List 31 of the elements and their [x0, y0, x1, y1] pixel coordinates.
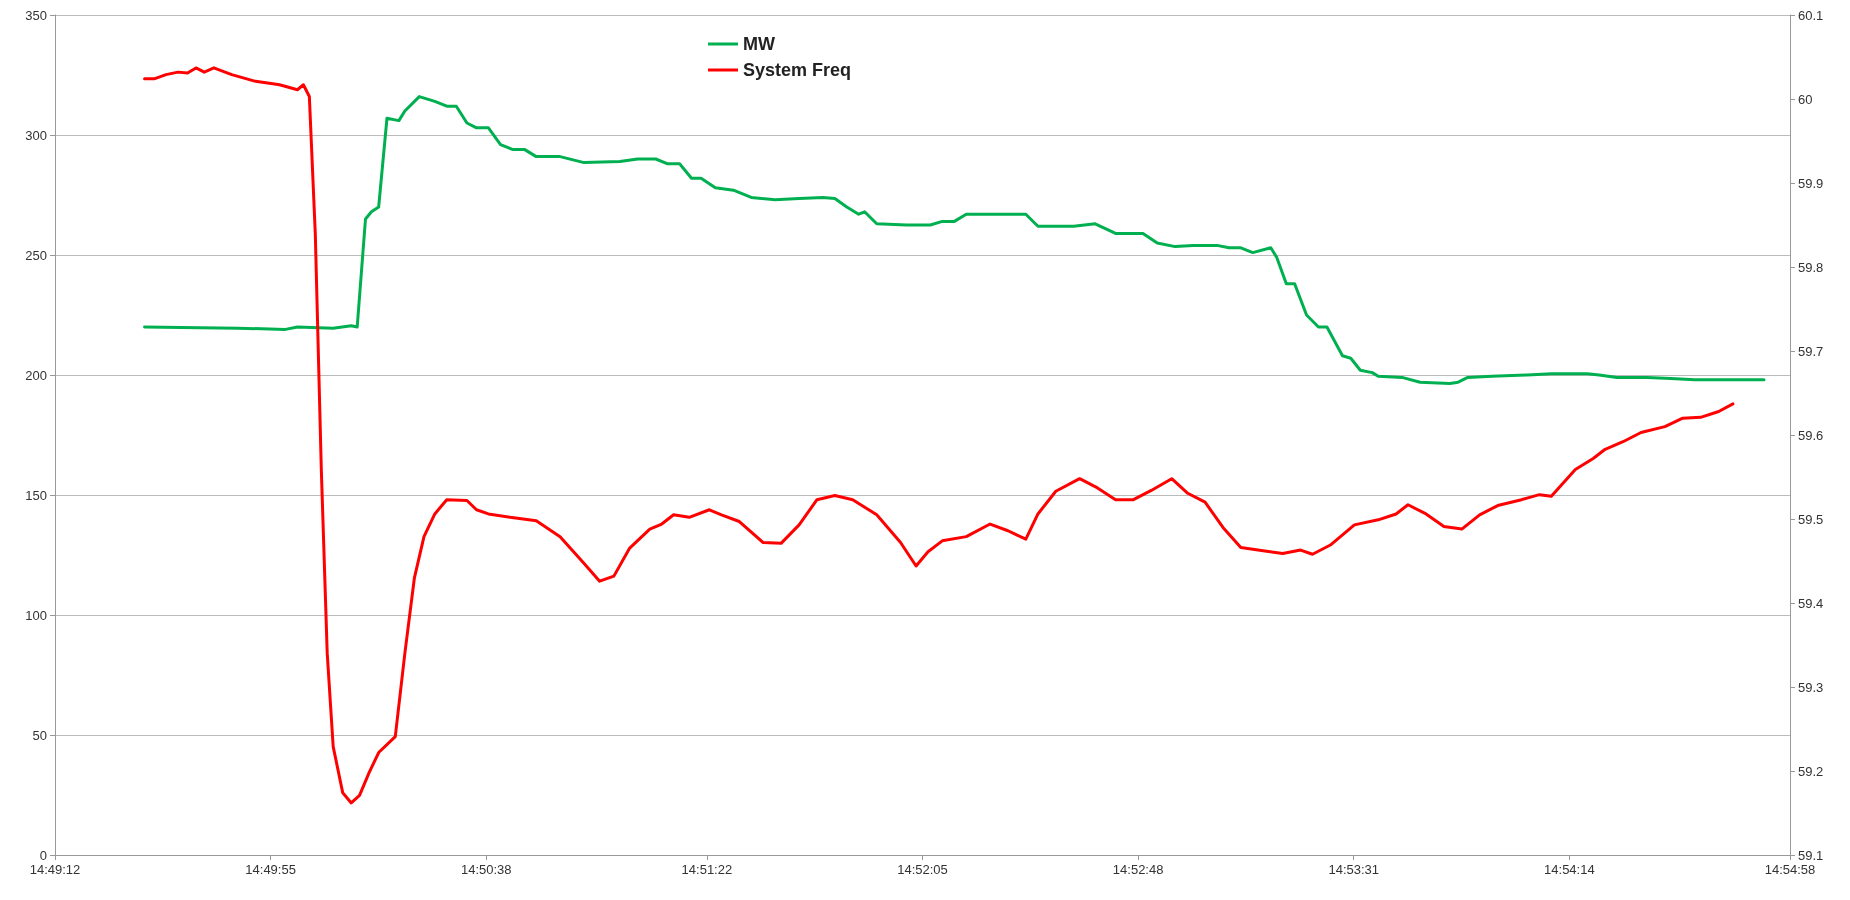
x-tick-label: 14:53:31: [1328, 862, 1380, 877]
y2-tick-label: 59.2: [1798, 763, 1824, 779]
y2-tick-label: 59.3: [1798, 679, 1824, 695]
y-tick-label: 250: [25, 247, 47, 263]
x-tick-label: 14:52:48: [1112, 862, 1164, 877]
legend-label: System Freq: [743, 60, 852, 80]
y2-tick-label: 59.9: [1798, 175, 1824, 191]
y-tick-label: 150: [25, 487, 47, 503]
y2-tick-label: 59.7: [1798, 343, 1824, 359]
y-tick-label: 300: [25, 127, 47, 143]
y-tick-label: 50: [32, 727, 47, 743]
y-tick-label: 0: [39, 847, 47, 863]
y-tick-label: 100: [25, 607, 47, 623]
x-tick-label: 14:54:14: [1544, 862, 1595, 877]
x-tick-label: 14:50:38: [460, 862, 512, 877]
legend-label: MW: [743, 34, 775, 54]
y2-tick-label: 59.8: [1798, 259, 1824, 275]
y2-tick-label: 60.1: [1798, 7, 1824, 23]
y2-tick-label: 60: [1798, 91, 1813, 107]
x-tick-label: 14:49:12: [29, 862, 81, 877]
x-tick-label: 14:49:55: [245, 862, 296, 877]
x-tick-label: 14:51:22: [681, 862, 733, 877]
x-tick-label: 14:52:05: [897, 862, 948, 877]
y2-tick-label: 59.4: [1798, 595, 1824, 611]
y2-tick-label: 59.1: [1798, 847, 1824, 863]
y2-tick-label: 59.6: [1798, 427, 1824, 443]
y-tick-label: 200: [25, 367, 47, 383]
y2-tick-label: 59.5: [1798, 511, 1824, 527]
x-tick-label: 14:54:58: [1764, 862, 1816, 877]
y-tick-label: 350: [25, 7, 47, 23]
line-series: [143, 95, 1766, 385]
